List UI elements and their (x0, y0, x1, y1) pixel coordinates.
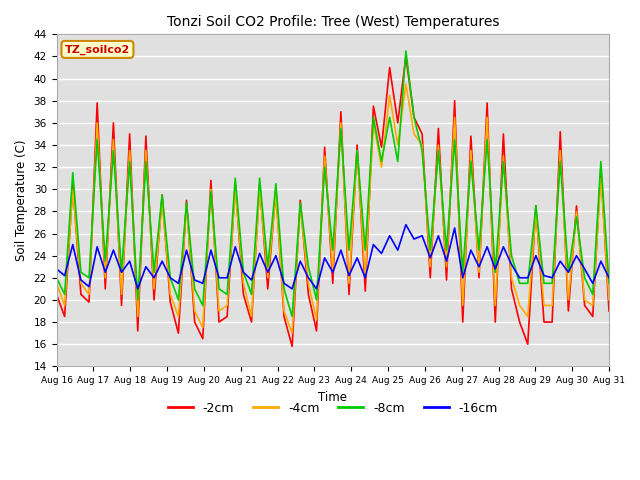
-16cm (150, 275, 158, 281)
-16cm (605, 275, 613, 281)
-8cm (93, 137, 101, 143)
-8cm (402, 48, 410, 54)
-8cm (142, 159, 150, 165)
-16cm (166, 275, 174, 281)
-2cm (378, 144, 385, 150)
-2cm (158, 192, 166, 198)
-16cm (492, 266, 499, 272)
-8cm (378, 159, 385, 165)
-2cm (93, 100, 101, 106)
-16cm (597, 258, 605, 264)
-16cm (134, 286, 141, 292)
-4cm (378, 164, 385, 170)
-2cm (142, 133, 150, 139)
Title: Tonzi Soil CO2 Profile: Tree (West) Temperatures: Tonzi Soil CO2 Profile: Tree (West) Temp… (166, 15, 499, 29)
-4cm (158, 197, 166, 203)
Y-axis label: Soil Temperature (C): Soil Temperature (C) (15, 140, 28, 261)
Legend: -2cm, -4cm, -8cm, -16cm: -2cm, -4cm, -8cm, -16cm (163, 397, 503, 420)
-4cm (402, 81, 410, 87)
-2cm (492, 319, 499, 325)
-2cm (52, 291, 60, 297)
-2cm (605, 308, 613, 314)
-4cm (288, 330, 296, 336)
Line: -16cm: -16cm (56, 225, 609, 289)
-4cm (52, 280, 60, 286)
-2cm (288, 344, 296, 349)
Line: -4cm: -4cm (56, 84, 609, 333)
Line: -2cm: -2cm (56, 57, 609, 347)
-8cm (52, 275, 60, 281)
-2cm (402, 54, 410, 60)
-8cm (288, 313, 296, 319)
-16cm (402, 222, 410, 228)
-8cm (158, 192, 166, 198)
-8cm (605, 280, 613, 286)
Text: TZ_soilco2: TZ_soilco2 (65, 44, 130, 55)
-16cm (378, 251, 385, 256)
-4cm (93, 120, 101, 126)
-8cm (492, 269, 499, 275)
-16cm (52, 266, 60, 272)
-2cm (597, 164, 605, 170)
-4cm (492, 302, 499, 308)
X-axis label: Time: Time (318, 391, 348, 404)
-4cm (142, 148, 150, 154)
Line: -8cm: -8cm (56, 51, 609, 316)
-8cm (597, 159, 605, 165)
-16cm (93, 244, 101, 250)
-4cm (605, 297, 613, 303)
-4cm (597, 175, 605, 181)
